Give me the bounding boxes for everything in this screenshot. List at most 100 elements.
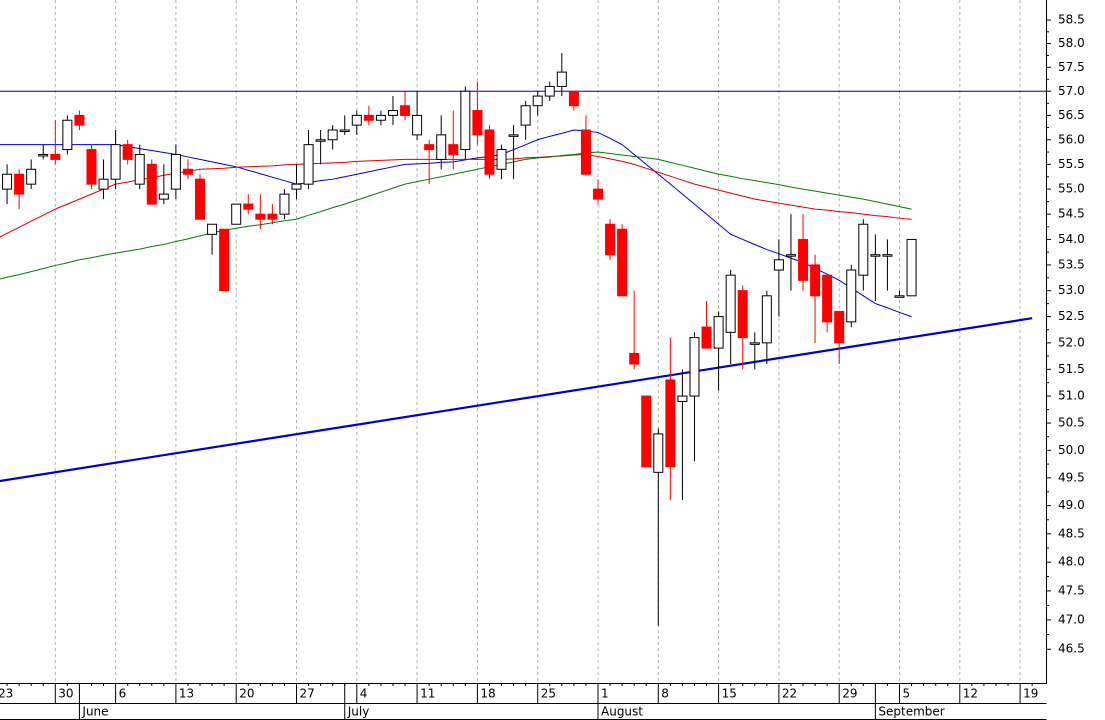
candle-body [412,114,423,136]
candle-body [14,173,25,195]
x-tick-label: 12 [963,687,978,701]
candle-body [773,259,784,271]
candle-body [363,114,374,121]
y-tick-label: 49.5 [1058,470,1085,484]
candle-body [629,352,640,365]
x-tick-label: 27 [300,687,315,701]
candle-body [38,153,49,157]
candle-body [617,228,628,297]
y-tick-label: 52.5 [1058,309,1085,323]
x-tick-label: 22 [782,687,797,701]
y-tick-label: 48.0 [1058,555,1085,569]
candle-body [62,119,73,151]
candle-body [110,144,121,180]
x-tick-label: 25 [541,687,556,701]
candle-body [207,223,218,235]
x-tick-label: 15 [722,687,737,701]
y-tick-label: 47.0 [1058,612,1085,626]
y-tick-label: 55.5 [1058,157,1085,171]
y-tick-label: 54.5 [1058,207,1085,221]
candle-body [424,144,435,151]
candle-body [267,213,278,220]
y-tick-label: 47.5 [1058,583,1085,597]
candle-body [195,178,206,220]
candle-body [568,90,579,107]
candle-body [400,105,411,116]
line-series [0,151,912,280]
y-tick-label: 50.0 [1058,443,1085,457]
candle-body [436,134,447,160]
candle-body [520,105,531,126]
candle-body [653,433,664,473]
candle-body [351,114,362,126]
candle-body [761,295,772,344]
month-label: September [878,705,944,719]
candle-body [749,342,760,345]
candle-body [303,144,314,185]
trendline [0,317,1033,483]
candle-body [858,223,869,276]
y-tick-label: 51.0 [1058,389,1085,403]
candle-body [2,173,13,190]
y-tick-label: 51.5 [1058,362,1085,376]
candle-body [231,203,242,225]
candle-body [870,254,881,257]
candle-body [846,269,857,323]
candle-body [74,114,85,126]
y-tick-label: 50.5 [1058,416,1085,430]
candle-body [785,254,796,257]
candle-body [460,90,471,151]
candle-body [882,254,893,257]
y-tick-label: 48.5 [1058,526,1085,540]
candle-body [556,71,567,87]
x-tick-label: 18 [480,687,495,701]
candle-body [822,274,833,323]
candle-body [641,395,652,468]
candle-body [255,213,266,220]
candle-body [472,110,483,136]
candle-body [798,238,809,281]
x-tick-label: 4 [360,687,368,701]
y-tick-label: 55.0 [1058,182,1085,196]
candle-body [689,337,700,397]
candle-body [170,153,181,190]
candle-body [146,163,157,205]
x-tick-label: 20 [239,687,254,701]
candle-body [327,129,338,141]
month-label: August [601,705,643,719]
candle-body [496,149,507,170]
y-tick-label: 56.0 [1058,132,1085,146]
candle-body [605,223,616,256]
y-tick-label: 53.0 [1058,283,1085,297]
candle-body [593,188,603,200]
candle-body [158,193,169,200]
x-tick-label: 23 [0,687,13,701]
candle-body [677,395,688,402]
candle-body [182,168,193,175]
x-tick-label: 5 [903,687,911,701]
x-tick-label: 30 [58,687,73,701]
y-tick-label: 58.5 [1058,13,1085,27]
x-tick-label: 11 [420,687,435,701]
candle-body [50,153,61,160]
candle-body [665,379,676,468]
candle-body [387,110,398,116]
candle-body [725,274,736,333]
y-tick-label: 57.0 [1058,84,1085,98]
x-tick-label: 13 [179,687,194,701]
x-tick-label: 1 [601,687,609,701]
candle-body [834,310,845,344]
candle-body [737,290,748,339]
candle-body [484,129,495,175]
y-tick-label: 49.0 [1058,498,1085,512]
y-tick-label: 57.5 [1058,60,1085,74]
y-tick-label: 54.0 [1058,232,1085,246]
x-tick-label: 19 [1023,687,1038,701]
candle-body [713,316,724,349]
candle-body [894,295,905,298]
y-tick-label: 53.5 [1058,257,1085,271]
candle-body [810,264,821,297]
candle-body [532,95,543,107]
candle-body [375,114,386,121]
